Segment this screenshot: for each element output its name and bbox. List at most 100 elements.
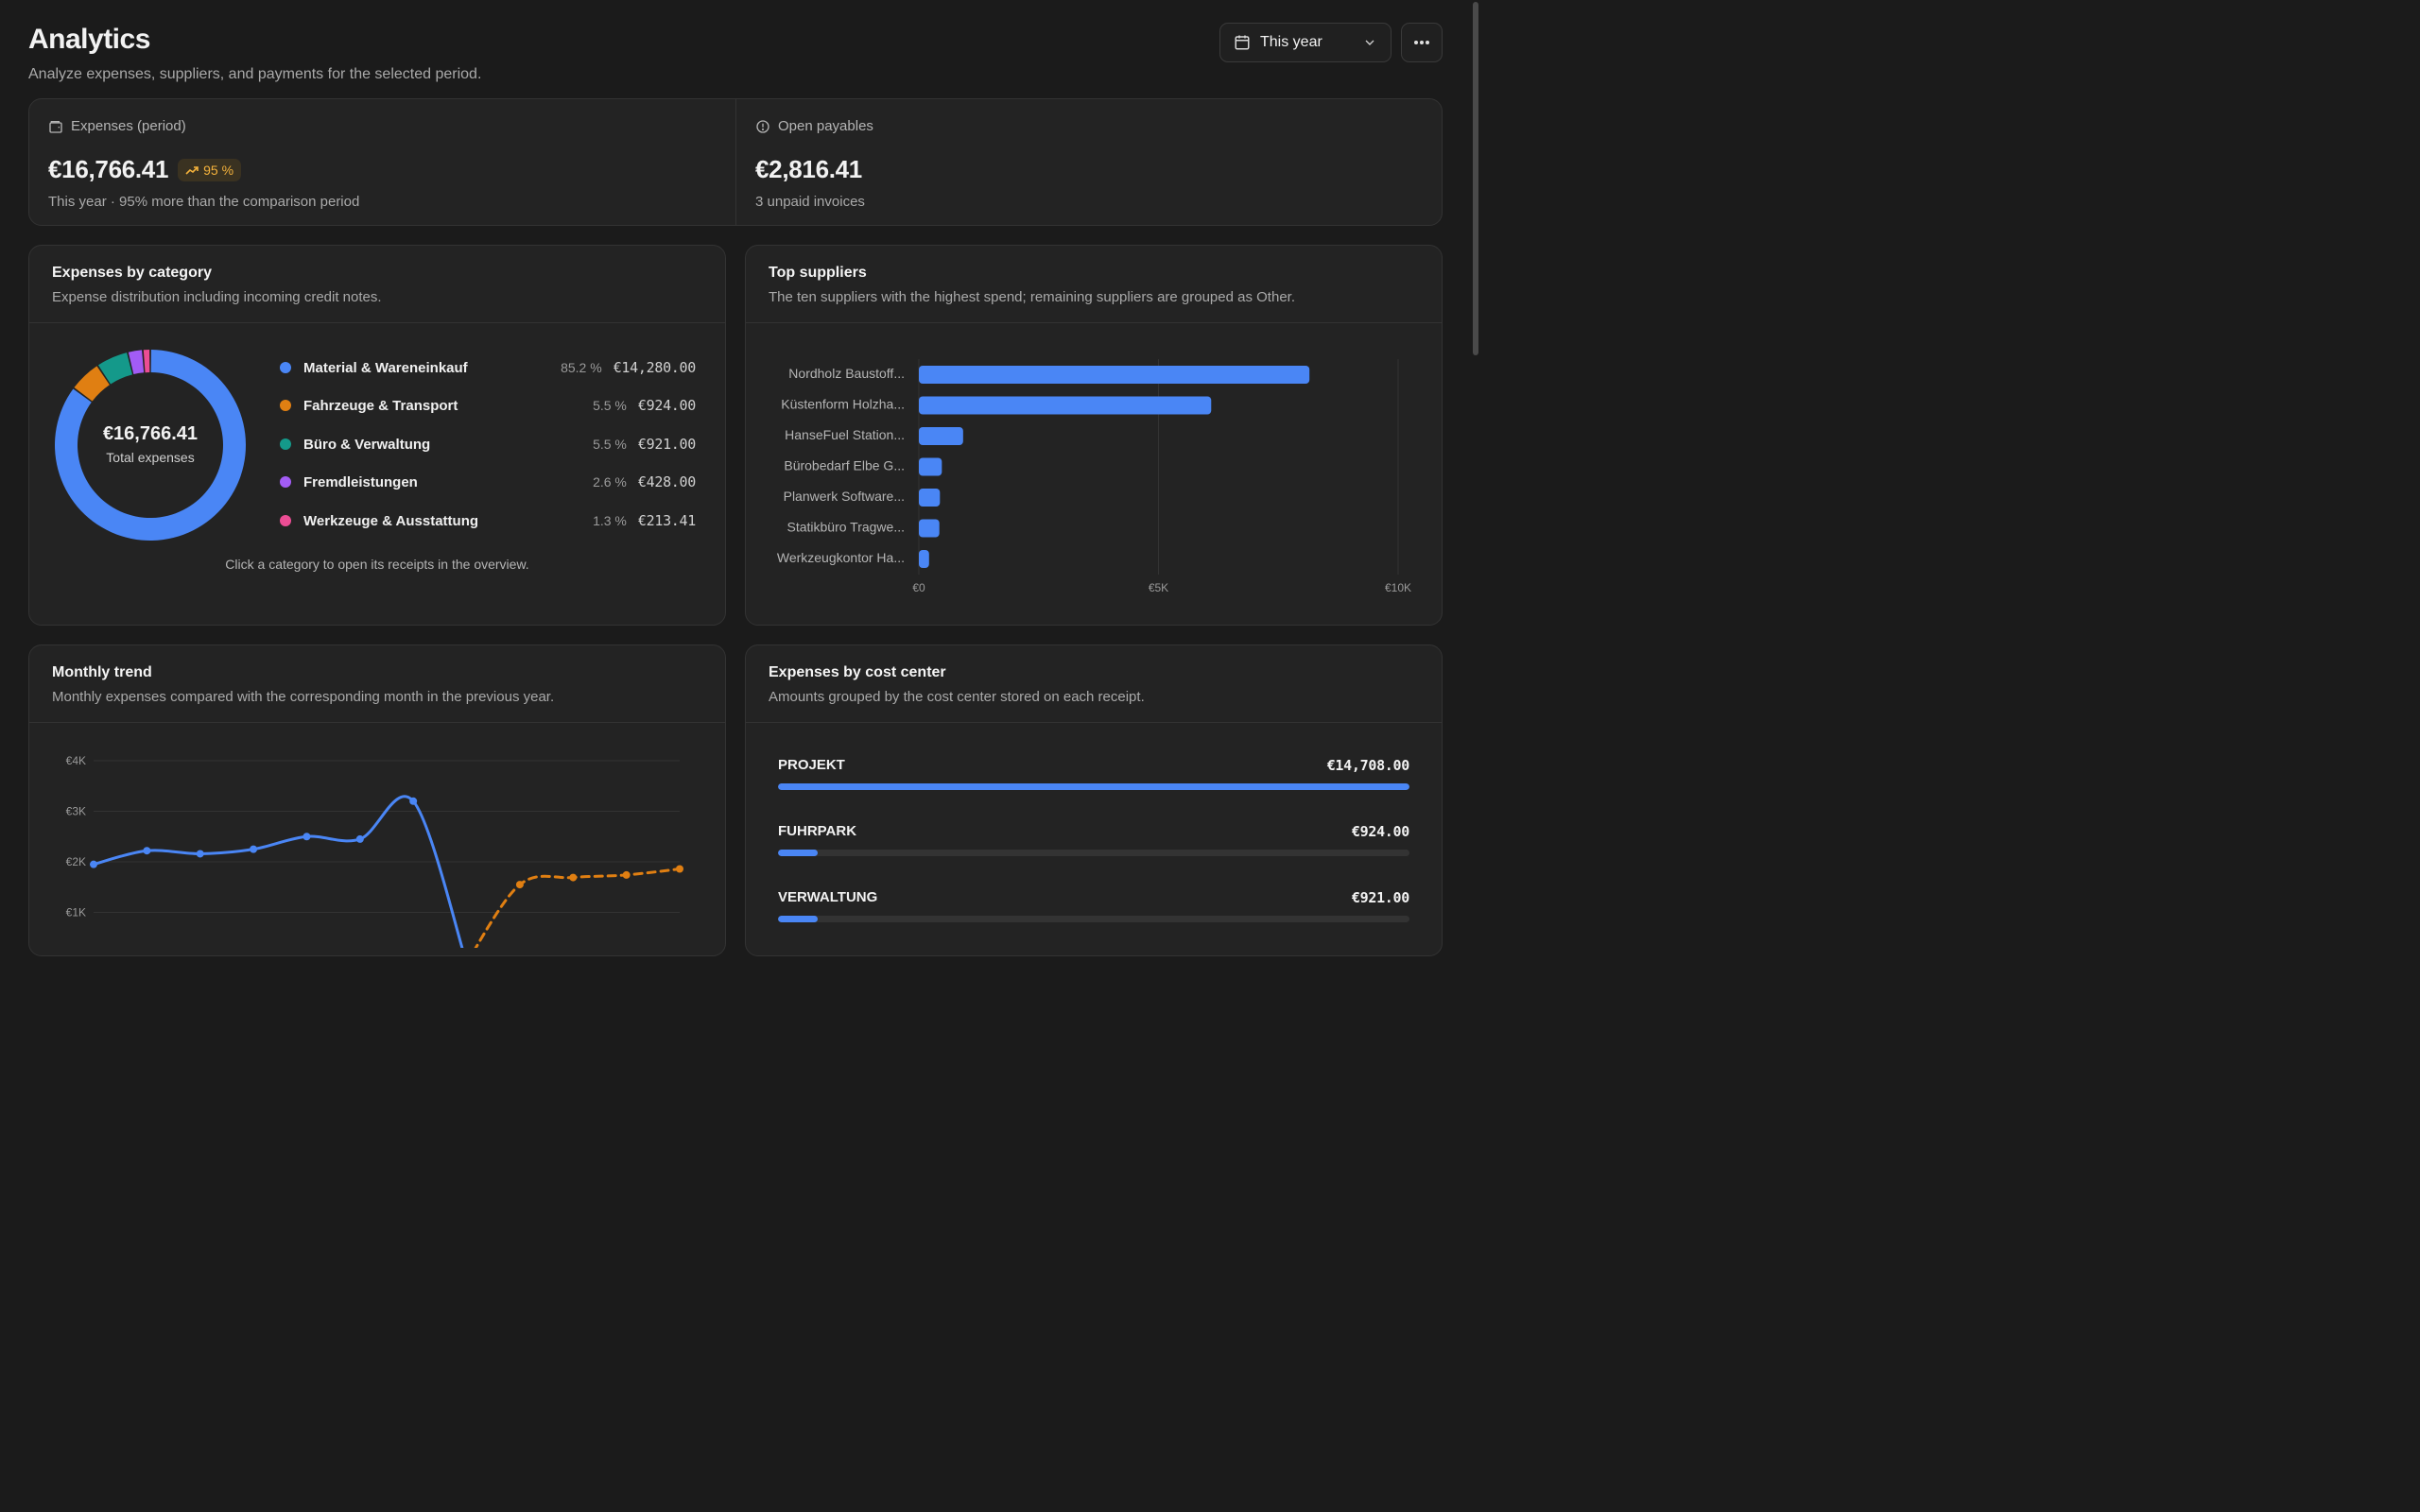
x-tick-label: €0 bbox=[912, 581, 925, 594]
supplier-label: Bürobedarf Elbe G... bbox=[784, 458, 905, 473]
legend-dot bbox=[280, 515, 291, 526]
suppliers-card: Top suppliers The ten suppliers with the… bbox=[745, 245, 1443, 626]
more-options-button[interactable] bbox=[1401, 23, 1443, 62]
cost-center-row: PROJEKT €14,708.00 bbox=[778, 757, 1409, 790]
cost-center-bar-fill bbox=[778, 850, 818, 856]
trend-point bbox=[90, 860, 97, 868]
trend-line bbox=[92, 795, 464, 948]
kpi-expenses-value: €16,766.41 bbox=[48, 155, 169, 183]
monthly-trend-chart: €4K €3K €2K €1K bbox=[66, 754, 683, 948]
y-tick-label: €1K bbox=[66, 906, 86, 919]
cost-center-bar bbox=[778, 783, 1409, 790]
kpi-payables-value: €2,816.41 bbox=[755, 155, 862, 183]
trend-point bbox=[143, 847, 151, 855]
category-legend-item[interactable]: Material & Wareneinkauf 85.2 % €14,280.0… bbox=[280, 356, 696, 379]
category-legend-item[interactable]: Fahrzeuge & Transport 5.5 % €924.00 bbox=[280, 394, 696, 417]
trend-point bbox=[622, 870, 631, 879]
category-card-subtitle: Expense distribution including incoming … bbox=[52, 289, 382, 305]
legend-label: Material & Wareneinkauf bbox=[303, 359, 468, 376]
donut-center-value: €16,766.41 bbox=[102, 423, 199, 444]
supplier-bar bbox=[919, 396, 1212, 415]
cost-center-row: VERWALTUNG €921.00 bbox=[778, 889, 1409, 922]
legend-pct: 85.2 % bbox=[561, 360, 602, 375]
trend-point bbox=[355, 834, 364, 843]
y-tick-label: €4K bbox=[66, 754, 86, 767]
cost-center-bar-fill bbox=[778, 916, 818, 922]
category-donut-chart bbox=[54, 350, 246, 541]
trend-point bbox=[196, 850, 204, 858]
supplier-label: Werkzeugkontor Ha... bbox=[777, 550, 905, 565]
cost-center-card-title: Expenses by cost center bbox=[769, 664, 946, 680]
x-tick-label: €10K bbox=[1385, 581, 1411, 594]
x-tick-label: €5K bbox=[1149, 581, 1168, 594]
period-select[interactable]: This year bbox=[1219, 23, 1392, 62]
kpi-expenses: Expenses (period) €16,766.41 95 % This y… bbox=[29, 99, 735, 225]
cost-center-card: Expenses by cost center Amounts grouped … bbox=[745, 644, 1443, 956]
legend-dot bbox=[280, 362, 291, 373]
page-subtitle: Analyze expenses, suppliers, and payment… bbox=[28, 66, 482, 82]
page-scrollbar[interactable] bbox=[1469, 0, 1482, 926]
trend-point bbox=[676, 865, 683, 873]
cost-center-name: PROJEKT bbox=[778, 757, 845, 773]
category-card-title: Expenses by category bbox=[52, 265, 212, 281]
cost-center-bar bbox=[778, 916, 1409, 922]
trend-card-subtitle: Monthly expenses compared with the corre… bbox=[52, 689, 555, 705]
kpi-expenses-note: This year · 95% more than the comparison… bbox=[48, 194, 360, 210]
legend-amount: €213.41 bbox=[637, 512, 696, 529]
donut-slice bbox=[74, 366, 110, 402]
supplier-label: Nordholz Baustoff... bbox=[788, 366, 905, 381]
legend-dot bbox=[280, 400, 291, 411]
legend-pct: 1.3 % bbox=[593, 513, 627, 528]
category-card: Expenses by category Expense distributio… bbox=[28, 245, 726, 626]
supplier-label: Küstenform Holzha... bbox=[781, 397, 905, 412]
category-legend-item[interactable]: Werkzeuge & Ausstattung 1.3 % €213.41 bbox=[280, 509, 696, 532]
donut-slice bbox=[97, 352, 132, 385]
kpi-payables: Open payables €2,816.41 3 unpaid invoice… bbox=[735, 99, 1442, 225]
legend-amount: €924.00 bbox=[637, 397, 696, 414]
category-hint: Click a category to open its receipts in… bbox=[225, 557, 529, 572]
suppliers-card-title: Top suppliers bbox=[769, 265, 867, 281]
cost-center-name: VERWALTUNG bbox=[778, 889, 878, 905]
legend-pct: 5.5 % bbox=[593, 398, 627, 413]
kpi-card: Expenses (period) €16,766.41 95 % This y… bbox=[28, 98, 1443, 226]
cost-center-amount: €921.00 bbox=[1351, 889, 1409, 906]
supplier-bar bbox=[919, 519, 940, 538]
trend-point bbox=[250, 845, 258, 853]
cost-center-amount: €14,708.00 bbox=[1326, 757, 1410, 774]
more-icon bbox=[1414, 41, 1429, 44]
supplier-label: Statikbüro Tragwe... bbox=[786, 520, 905, 535]
calendar-icon bbox=[1235, 35, 1250, 50]
legend-dot bbox=[280, 476, 291, 488]
trending-up-icon bbox=[185, 165, 199, 175]
scrollbar-thumb[interactable] bbox=[1473, 2, 1478, 355]
legend-amount: €921.00 bbox=[637, 436, 696, 453]
trend-point bbox=[569, 873, 578, 882]
supplier-bar bbox=[919, 550, 929, 568]
legend-pct: 2.6 % bbox=[593, 474, 627, 490]
category-legend-item[interactable]: Büro & Verwaltung 5.5 % €921.00 bbox=[280, 433, 696, 455]
cost-center-amount: €924.00 bbox=[1351, 823, 1409, 840]
legend-amount: €14,280.00 bbox=[613, 359, 697, 376]
cost-center-bar bbox=[778, 850, 1409, 856]
page-header: Analytics Analyze expenses, suppliers, a… bbox=[28, 23, 1443, 89]
cost-center-name: FUHRPARK bbox=[778, 823, 857, 839]
kpi-payables-note: 3 unpaid invoices bbox=[755, 194, 865, 210]
supplier-label: Planwerk Software... bbox=[784, 489, 905, 504]
chevron-down-icon bbox=[1365, 40, 1374, 45]
category-legend-item[interactable]: Fremdleistungen 2.6 % €428.00 bbox=[280, 471, 696, 493]
alert-circle-icon bbox=[756, 119, 769, 133]
legend-label: Werkzeuge & Ausstattung bbox=[303, 512, 479, 529]
supplier-bar bbox=[919, 427, 963, 445]
supplier-bar bbox=[919, 366, 1310, 384]
legend-dot bbox=[280, 438, 291, 450]
supplier-label: HanseFuel Station... bbox=[785, 427, 905, 442]
supplier-bar bbox=[919, 489, 941, 507]
y-tick-label: €3K bbox=[66, 805, 86, 818]
legend-pct: 5.5 % bbox=[593, 437, 627, 452]
trend-point bbox=[302, 833, 311, 841]
legend-label: Büro & Verwaltung bbox=[303, 436, 431, 453]
trend-card: Monthly trend Monthly expenses compared … bbox=[28, 644, 726, 956]
y-tick-label: €2K bbox=[66, 855, 86, 868]
cost-center-card-subtitle: Amounts grouped by the cost center store… bbox=[769, 689, 1145, 705]
kpi-expenses-label: Expenses (period) bbox=[71, 118, 186, 134]
